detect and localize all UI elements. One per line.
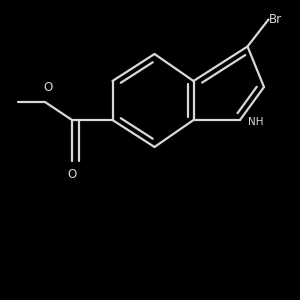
Text: O: O (68, 168, 76, 181)
Text: NH: NH (248, 117, 263, 128)
Text: O: O (44, 82, 52, 94)
Text: Br: Br (268, 13, 282, 26)
